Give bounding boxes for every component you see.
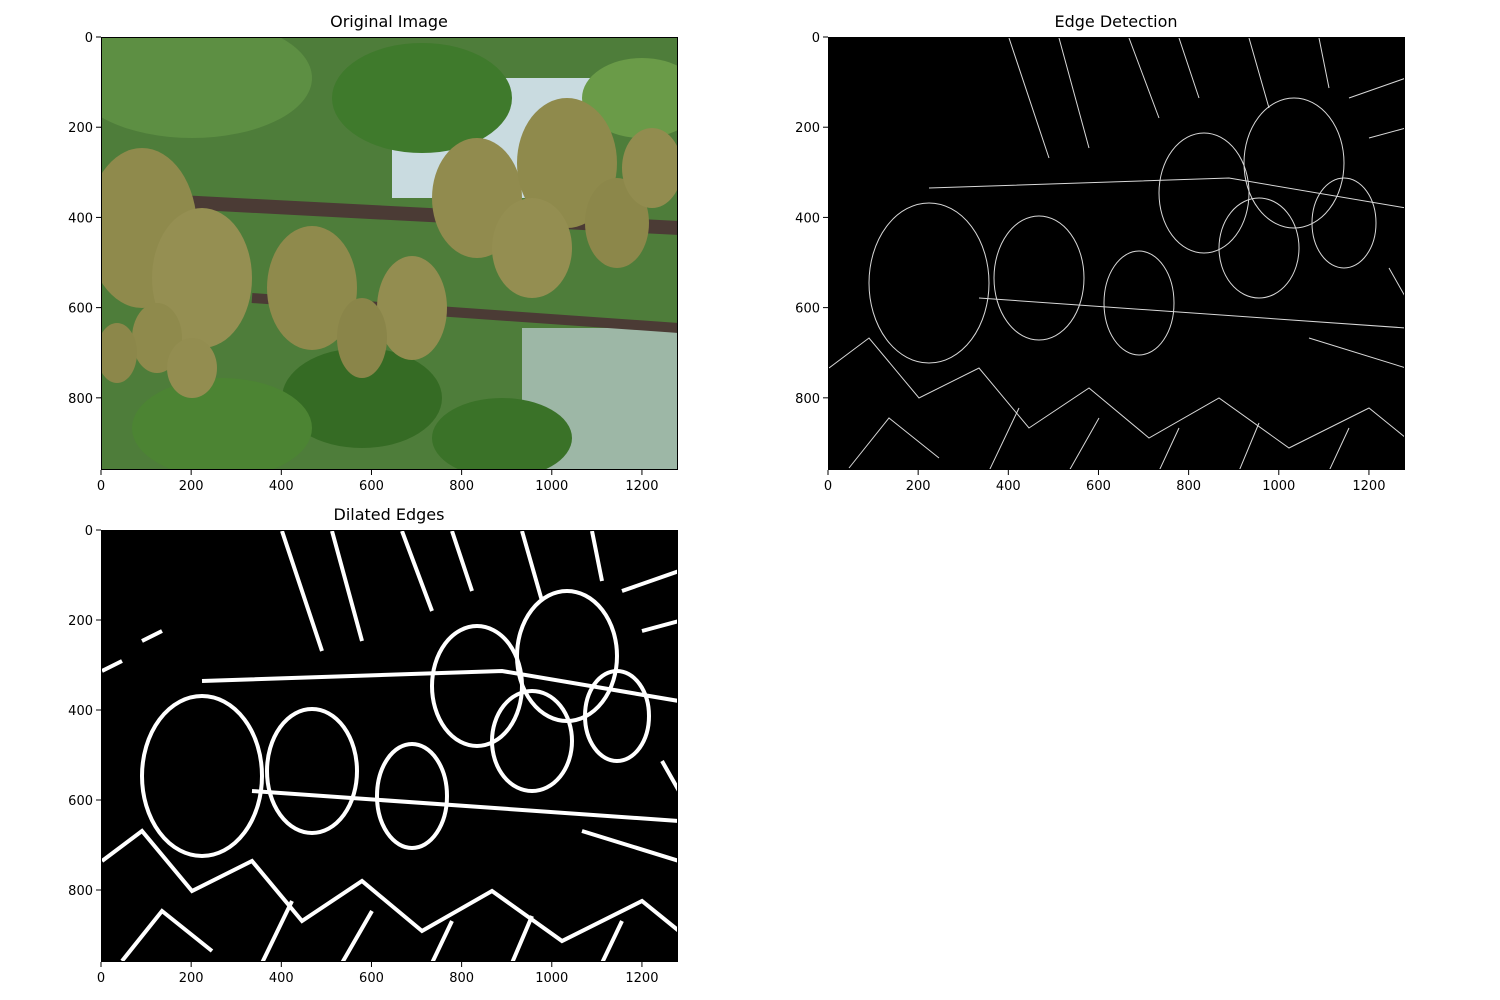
y-tick-label: 400 xyxy=(68,704,93,719)
y-tick-label: 0 xyxy=(812,31,820,46)
y-tick-label: 200 xyxy=(795,121,820,136)
x-tick-label: 0 xyxy=(97,971,105,986)
y-tick-label: 400 xyxy=(795,211,820,226)
axes-dilated: 0 200 400 600 800 1000 1200 0 200 400 600 800 xyxy=(0,0,700,1000)
x-tick-label: 600 xyxy=(359,971,384,986)
y-tick-label: 0 xyxy=(85,524,93,539)
x-tick-label: 1200 xyxy=(1352,479,1385,494)
x-tick-label: 200 xyxy=(179,971,204,986)
x-tick-label: 1000 xyxy=(1262,479,1295,494)
y-tick-label: 600 xyxy=(68,794,93,809)
x-tick-label: 1000 xyxy=(535,971,568,986)
x-tick-label: 800 xyxy=(449,971,474,986)
x-tick-label: 1200 xyxy=(625,971,658,986)
y-tick-label: 200 xyxy=(68,614,93,629)
x-tick-label: 200 xyxy=(906,479,931,494)
x-tick-label: 800 xyxy=(1176,479,1201,494)
x-tick-label: 0 xyxy=(824,479,832,494)
y-tick-label: 800 xyxy=(795,392,820,407)
x-tick-label: 400 xyxy=(269,971,294,986)
x-tick-label: 600 xyxy=(1086,479,1111,494)
y-tick-label: 800 xyxy=(68,884,93,899)
x-tick-label: 400 xyxy=(996,479,1021,494)
y-tick-label: 600 xyxy=(795,302,820,317)
